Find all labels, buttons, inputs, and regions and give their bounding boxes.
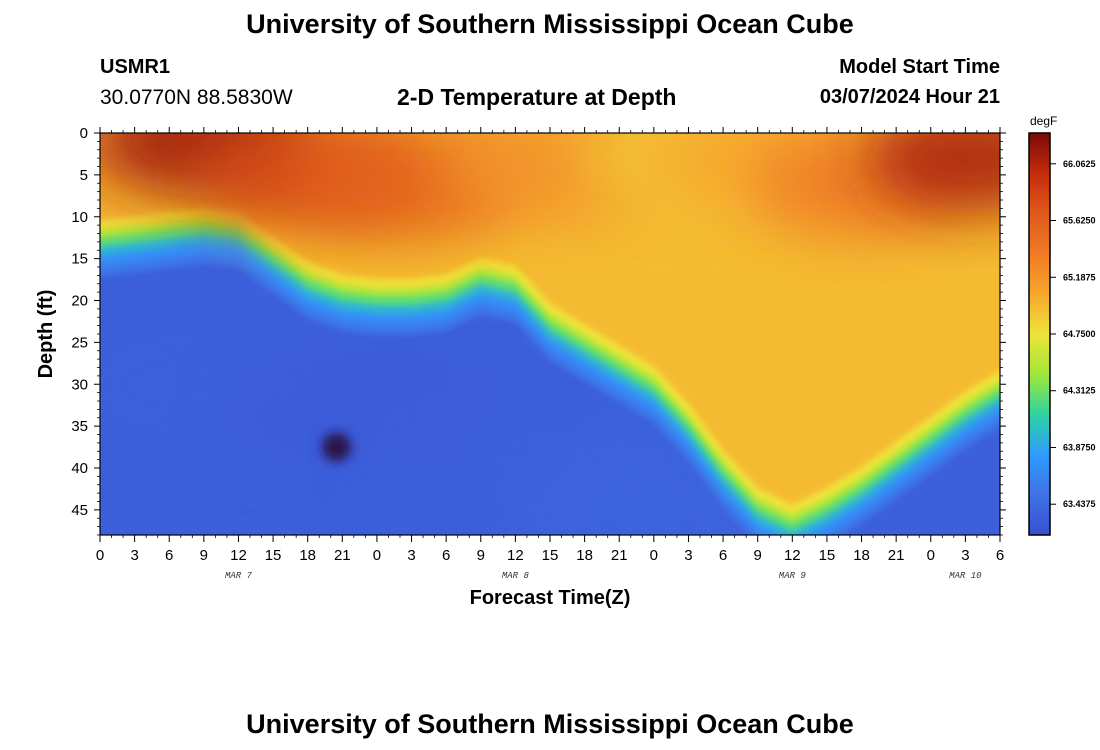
y-tick-label: 40	[71, 460, 88, 477]
date-label: MAR 10	[949, 571, 982, 581]
y-tick-label: 15	[71, 251, 88, 268]
x-tick-label: 6	[442, 547, 450, 564]
x-tick-label: 9	[477, 547, 485, 564]
colorbar-gradient	[1028, 132, 1051, 536]
x-tick-label: 6	[165, 547, 173, 564]
colorbar-tick-label: 63.4375	[1063, 499, 1096, 509]
colorbar-tick-label: 64.3125	[1063, 386, 1096, 396]
x-tick-label: 21	[334, 547, 351, 564]
y-tick-label: 5	[80, 167, 88, 184]
colorbar-tick-label: 65.6250	[1063, 216, 1096, 226]
x-tick-label: 18	[576, 547, 593, 564]
y-tick-label: 20	[71, 293, 88, 310]
station-location: 30.0770N 88.5830W	[100, 86, 293, 109]
y-tick-label: 0	[80, 125, 88, 142]
date-label: MAR 9	[779, 571, 807, 581]
colorbar-tick-label: 65.1875	[1063, 272, 1096, 282]
x-tick-label: 15	[819, 547, 836, 564]
y-tick-label: 25	[71, 334, 88, 351]
x-tick-label: 15	[542, 547, 559, 564]
colorbar: degF 66.0625 65.6250 65.1875 64.7500 64.3125…	[1028, 114, 1096, 536]
y-tick-label: 35	[71, 418, 88, 435]
x-tick-label: 0	[650, 547, 658, 564]
x-tick-label: 21	[611, 547, 628, 564]
x-tick-label: 15	[265, 547, 282, 564]
x-tick-label: 12	[784, 547, 801, 564]
x-tick-label: 0	[927, 547, 935, 564]
x-tick-label: 6	[719, 547, 727, 564]
x-tick-label: 12	[230, 547, 247, 564]
x-tick-label: 3	[130, 547, 138, 564]
colorbar-tick-label: 63.8750	[1063, 442, 1096, 452]
x-tick-label: 9	[200, 547, 208, 564]
colorbar-unit: degF	[1030, 114, 1057, 128]
warm-surface-blob	[866, 133, 1000, 214]
date-label: MAR 7	[225, 571, 253, 581]
x-tick-label: 9	[754, 547, 762, 564]
x-tick-label: 0	[373, 547, 381, 564]
page-title: University of Southern Mississippi Ocean…	[246, 9, 854, 39]
cold-spot	[322, 433, 351, 462]
station-id: USMR1	[100, 56, 171, 78]
x-tick-label: 0	[96, 547, 104, 564]
x-axis-title: Forecast Time(Z)	[470, 587, 631, 609]
x-tick-label: 3	[407, 547, 415, 564]
colorbar-tick-label: 66.0625	[1063, 159, 1096, 169]
model-start-label: Model Start Time	[839, 56, 1000, 78]
heatmap-field	[100, 133, 1000, 535]
colorbar-tick-label: 64.7500	[1063, 329, 1096, 339]
y-axis: 0 5 10 15 20 25 30 35 40 45	[71, 125, 1006, 536]
x-tick-label: 3	[961, 547, 969, 564]
y-axis-title: Depth (ft)	[35, 290, 57, 379]
chart-subtitle: 2-D Temperature at Depth	[397, 84, 677, 110]
model-start-value: 03/07/2024 Hour 21	[819, 86, 1000, 108]
x-tick-label: 18	[853, 547, 870, 564]
y-tick-label: 45	[71, 502, 88, 519]
x-tick-label: 21	[888, 547, 905, 564]
y-tick-label: 30	[71, 376, 88, 393]
y-tick-label: 10	[71, 209, 88, 226]
x-tick-label: 18	[299, 547, 316, 564]
date-label: MAR 8	[502, 571, 530, 581]
footer-title: University of Southern Mississippi Ocean…	[246, 709, 854, 739]
x-axis: 0 3 6 9 12 15 18 21 0 3 6 9 12 15 18 21 0 3 6 9 12 15 18 21 0 3 6 M…	[96, 127, 1004, 581]
x-tick-label: 12	[507, 547, 524, 564]
x-tick-label: 6	[996, 547, 1004, 564]
x-tick-label: 3	[684, 547, 692, 564]
